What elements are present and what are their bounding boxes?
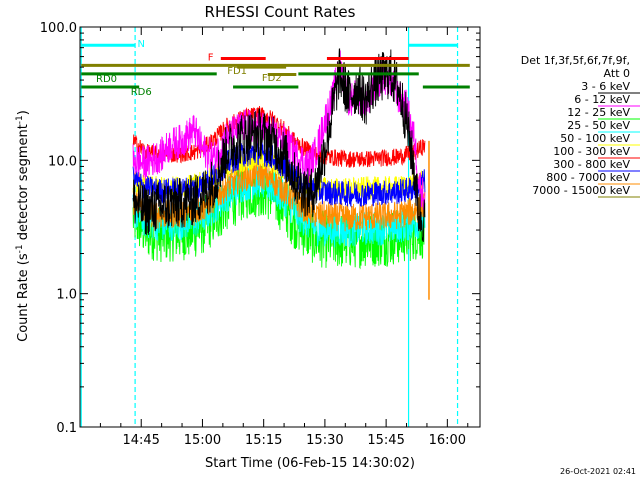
legend-header-detectors: Det 1f,3f,5f,6f,7f,9f,: [521, 54, 630, 67]
state-bar-label: RD0: [96, 74, 117, 85]
plot-frame: [79, 26, 481, 428]
y-axis-label-exponent-1: -1: [15, 244, 25, 253]
legend-entry-label: 6 - 12 keV: [574, 93, 630, 106]
y-tick-label: 0.1: [56, 421, 77, 436]
y-axis: 0.1 1.0 10.0 100.0: [40, 21, 480, 436]
y-tick-label: 10.0: [48, 154, 77, 169]
x-tick-label: 15:00: [184, 433, 221, 448]
series-line: [132, 105, 426, 168]
x-tick-label: 16:00: [429, 433, 466, 448]
legend: Det 1f,3f,5f,6f,7f,9f, Att 0 3 - 6 keV6 …: [521, 54, 640, 198]
y-tick-label: 1.0: [56, 288, 77, 303]
legend-entry-label: 25 - 50 keV: [567, 119, 630, 132]
legend-entry-label: 800 - 7000 keV: [546, 171, 630, 184]
state-bar-label: F: [208, 53, 214, 64]
series-line: [132, 48, 426, 243]
x-axis-label: Start Time (06-Feb-15 14:30:02): [205, 456, 415, 471]
state-bar-label: FD1: [227, 66, 247, 77]
plot-area: N F FD1 FD2 RD0 RD6: [80, 27, 470, 427]
state-bar-label: RD6: [131, 87, 152, 98]
legend-entry-label: 50 - 100 keV: [560, 132, 630, 145]
x-tick-label: 15:15: [245, 433, 282, 448]
chart-title: RHESSI Count Rates: [205, 3, 356, 21]
legend-entry-label: 3 - 6 keV: [581, 80, 630, 93]
x-tick-label: 14:45: [122, 433, 159, 448]
y-axis-label-exponent-2: -1: [15, 115, 25, 124]
legend-header-attenuator: Att 0: [604, 67, 630, 80]
legend-entry-label: 300 - 800 keV: [553, 158, 630, 171]
y-axis-label-part-2: detector segment: [16, 124, 31, 244]
legend-entry-label: 100 - 300 keV: [553, 145, 630, 158]
legend-entry-label: 12 - 25 keV: [567, 106, 630, 119]
x-tick-label: 15:45: [367, 433, 404, 448]
legend-entry-label: 7000 - 15000 keV: [532, 184, 630, 197]
x-axis: 14:45 15:00 15:15 15:30 15:45 16:00: [99, 27, 469, 448]
footer-timestamp: 26-Oct-2021 02:41: [560, 467, 636, 476]
y-axis-label: Count Rate (s-1 detector segment-1): [15, 110, 31, 342]
state-bar-label: N: [137, 39, 144, 50]
state-bar-label: FD2: [262, 73, 282, 84]
x-tick-label: 15:30: [306, 433, 343, 448]
y-axis-label-part-3: ): [16, 110, 31, 115]
y-axis-label-part-1: Count Rate (s: [16, 253, 31, 342]
y-tick-label: 100.0: [40, 21, 77, 36]
